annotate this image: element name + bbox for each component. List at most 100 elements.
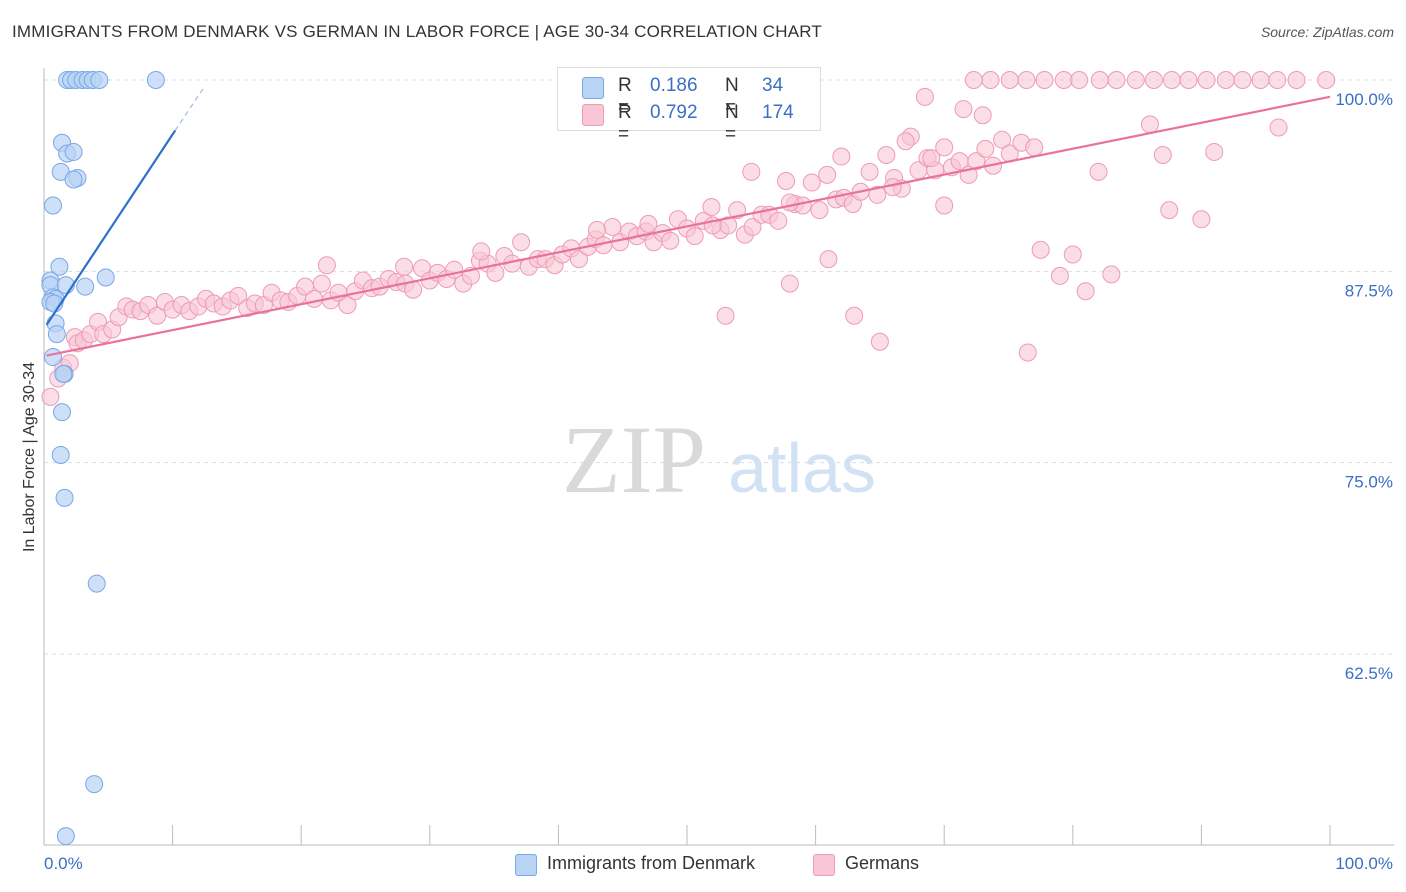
germans-point — [472, 242, 491, 261]
germans-point — [1000, 71, 1019, 89]
germans-point — [1179, 71, 1198, 89]
germans-point — [1025, 138, 1044, 157]
germans-point — [1144, 71, 1163, 89]
germans-trend-line — [46, 95, 1331, 357]
germans-point — [832, 147, 851, 166]
germans-point — [922, 149, 941, 168]
germans-point — [1317, 71, 1336, 89]
n-label: N = — [725, 75, 739, 118]
germans-point — [1089, 162, 1108, 181]
germans-point — [305, 289, 324, 308]
stats-legend: R = 0.186 N = 34 R = 0.792 N = 174 — [557, 67, 821, 145]
germans-point — [1050, 266, 1069, 285]
germans-point — [1035, 71, 1054, 89]
denmark-point — [96, 268, 115, 287]
legend-label-denmark: Immigrants from Denmark — [547, 853, 756, 873]
germans-point — [1031, 240, 1050, 259]
germans-point — [915, 87, 934, 106]
germans-point — [976, 139, 995, 158]
x-tick-label: 100.0% — [1335, 854, 1393, 873]
germans-point — [569, 250, 588, 269]
germans-point — [1153, 146, 1172, 165]
legend-label-germans: Germans — [845, 853, 920, 873]
germans-point — [870, 332, 889, 351]
germans-point — [1205, 142, 1224, 161]
denmark-trend-extension — [174, 85, 206, 131]
denmark-point — [85, 775, 104, 794]
germans-legend-swatch — [813, 854, 835, 876]
germans-point — [1018, 343, 1037, 362]
denmark-point — [76, 277, 95, 296]
germans-point — [1140, 115, 1159, 134]
axes — [43, 68, 1394, 846]
germans-point — [338, 296, 357, 315]
denmark-point — [55, 488, 74, 507]
germans-point — [845, 306, 864, 325]
n-label: N = — [725, 102, 739, 145]
germans-point — [1160, 201, 1179, 220]
r-value: 0.186 — [650, 75, 698, 96]
germans-point — [1017, 71, 1036, 89]
denmark-swatch — [582, 77, 604, 99]
gridlines — [44, 79, 1394, 655]
germans-point — [802, 173, 821, 192]
germans-point — [1251, 71, 1270, 89]
germans-point — [742, 162, 761, 181]
germans-point — [777, 172, 796, 191]
denmark-point — [53, 403, 72, 422]
n-value: 34 — [762, 75, 784, 96]
germans-point — [810, 201, 829, 220]
denmark-point — [64, 170, 83, 189]
germans-point — [1287, 71, 1306, 89]
germans-point — [819, 250, 838, 269]
denmark-point — [146, 71, 165, 89]
germans-point — [148, 306, 167, 325]
germans-point — [967, 152, 986, 171]
denmark-point — [87, 574, 106, 593]
germans-point — [229, 286, 248, 305]
germans-point — [954, 100, 973, 119]
germans-point — [868, 185, 887, 204]
denmark-point — [56, 827, 75, 846]
germans-point — [661, 231, 680, 250]
germans-point — [860, 162, 879, 181]
germans-point — [587, 221, 606, 240]
germans-point — [1090, 71, 1109, 89]
germans-point — [41, 387, 60, 406]
watermark-atlas: atlas — [728, 429, 876, 507]
y-tick-label: 62.5% — [1345, 664, 1393, 683]
denmark-point — [64, 142, 83, 161]
germans-point — [1076, 282, 1095, 301]
source-label: Source: ZipAtlas.com — [1260, 24, 1394, 40]
denmark-legend-swatch — [515, 854, 537, 876]
germans-point — [716, 306, 735, 325]
germans-swatch — [582, 104, 604, 126]
germans-point — [1268, 71, 1287, 89]
germans-point — [935, 138, 954, 157]
germans-point — [702, 198, 721, 217]
n-value: 174 — [762, 102, 794, 123]
y-tick-label: 87.5% — [1345, 281, 1393, 300]
germans-point — [877, 146, 896, 165]
germans-point — [1126, 71, 1145, 89]
chart-title: IMMIGRANTS FROM DENMARK VS GERMAN IN LAB… — [12, 22, 823, 41]
germans-point — [1162, 71, 1181, 89]
germans-point — [1192, 210, 1211, 229]
germans-point — [780, 274, 799, 293]
denmark-point — [47, 325, 66, 344]
r-value: 0.792 — [650, 102, 698, 123]
watermark-zip: ZIP — [562, 406, 706, 513]
germans-point — [1233, 71, 1252, 89]
r-label: R = — [618, 102, 632, 145]
germans-point — [964, 71, 983, 89]
denmark-point — [51, 446, 70, 465]
r-label: R = — [618, 75, 632, 118]
x-tick-label: 0.0% — [44, 854, 83, 873]
germans-point — [312, 274, 331, 293]
trend-lines — [45, 85, 1331, 357]
germans-point — [993, 130, 1012, 149]
denmark-points — [41, 71, 165, 846]
denmark-point — [50, 257, 69, 276]
germans-point — [685, 227, 704, 246]
